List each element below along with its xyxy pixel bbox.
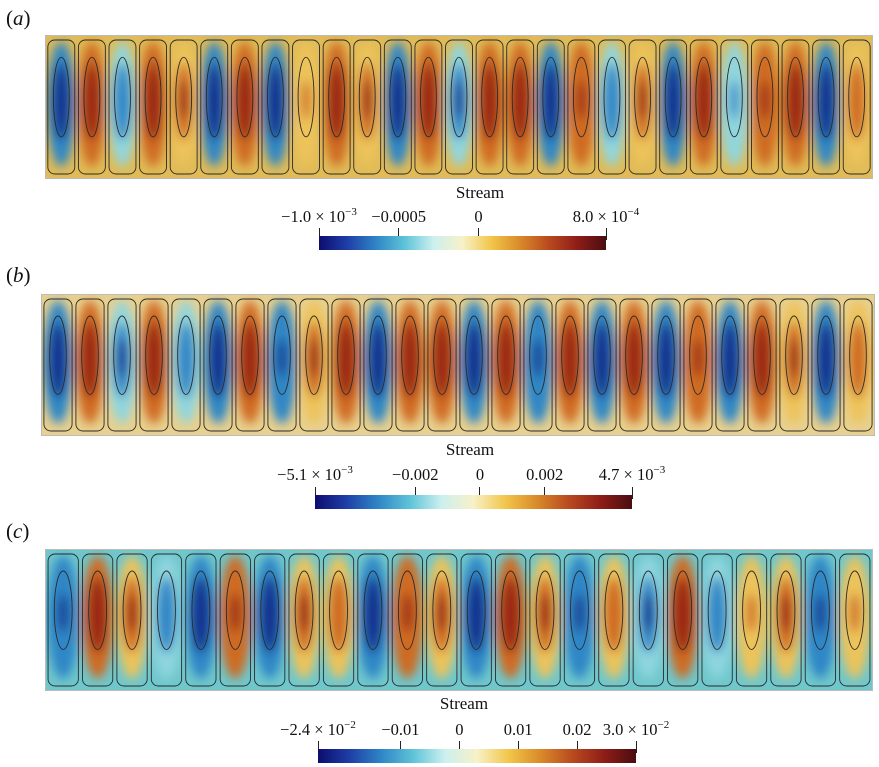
colorbar-tick-label: −2.4 × 10−2 — [280, 719, 356, 740]
colorbar-tick-label: −5.1 × 10−3 — [277, 464, 353, 485]
colorbar-tick — [479, 487, 481, 499]
colorbar-tick — [635, 741, 637, 753]
colorbar-c — [318, 749, 636, 763]
colorbar-title-c: Stream — [439, 694, 489, 713]
colorbar-tick — [605, 228, 607, 240]
colorbar-tick-label: −0.0005 — [371, 207, 427, 226]
colorbar-tick — [414, 487, 416, 499]
colorbar-a — [319, 236, 606, 250]
colorbar-b — [315, 495, 632, 509]
panel-label-c: (c) — [6, 519, 30, 543]
colorbar-tick-label: 0.02 — [562, 720, 592, 739]
colorbar-tick-label: −0.002 — [392, 465, 439, 484]
colorbar-tick-label: 8.0 × 10−4 — [572, 206, 640, 227]
colorbar-tick — [317, 741, 319, 753]
colorbar-tick — [398, 228, 400, 240]
colorbar-tick — [517, 741, 519, 753]
colorbar-tick — [458, 741, 460, 753]
stream-field-b — [42, 295, 874, 435]
colorbar-tick — [318, 228, 320, 240]
colorbar-tick — [399, 741, 401, 753]
colorbar-tick — [314, 487, 316, 499]
colorbar-tick-label: −0.01 — [381, 720, 420, 739]
stream-field-c — [46, 550, 872, 690]
panel-label-b: (b) — [6, 263, 31, 287]
colorbar-tick-label: 0 — [474, 207, 483, 226]
colorbar-title-a: Stream — [455, 183, 505, 202]
colorbar-tick — [477, 228, 479, 240]
colorbar-tick — [544, 487, 546, 499]
colorbar-tick-label: 0.002 — [526, 465, 564, 484]
colorbar-tick-label: 0 — [475, 465, 485, 484]
colorbar-tick — [631, 487, 633, 499]
colorbar-tick — [576, 741, 578, 753]
colorbar-title-b: Stream — [445, 440, 495, 459]
colorbar-tick-label: 0 — [455, 720, 464, 739]
colorbar-tick-label: 3.0 × 10−2 — [602, 719, 670, 740]
colorbar-tick-label: 4.7 × 10−3 — [598, 464, 666, 485]
stream-field-a — [46, 36, 872, 178]
colorbar-tick-label: −1.0 × 10−3 — [281, 206, 357, 227]
colorbar-tick-label: 0.01 — [503, 720, 533, 739]
panel-label-a: (a) — [6, 6, 31, 30]
